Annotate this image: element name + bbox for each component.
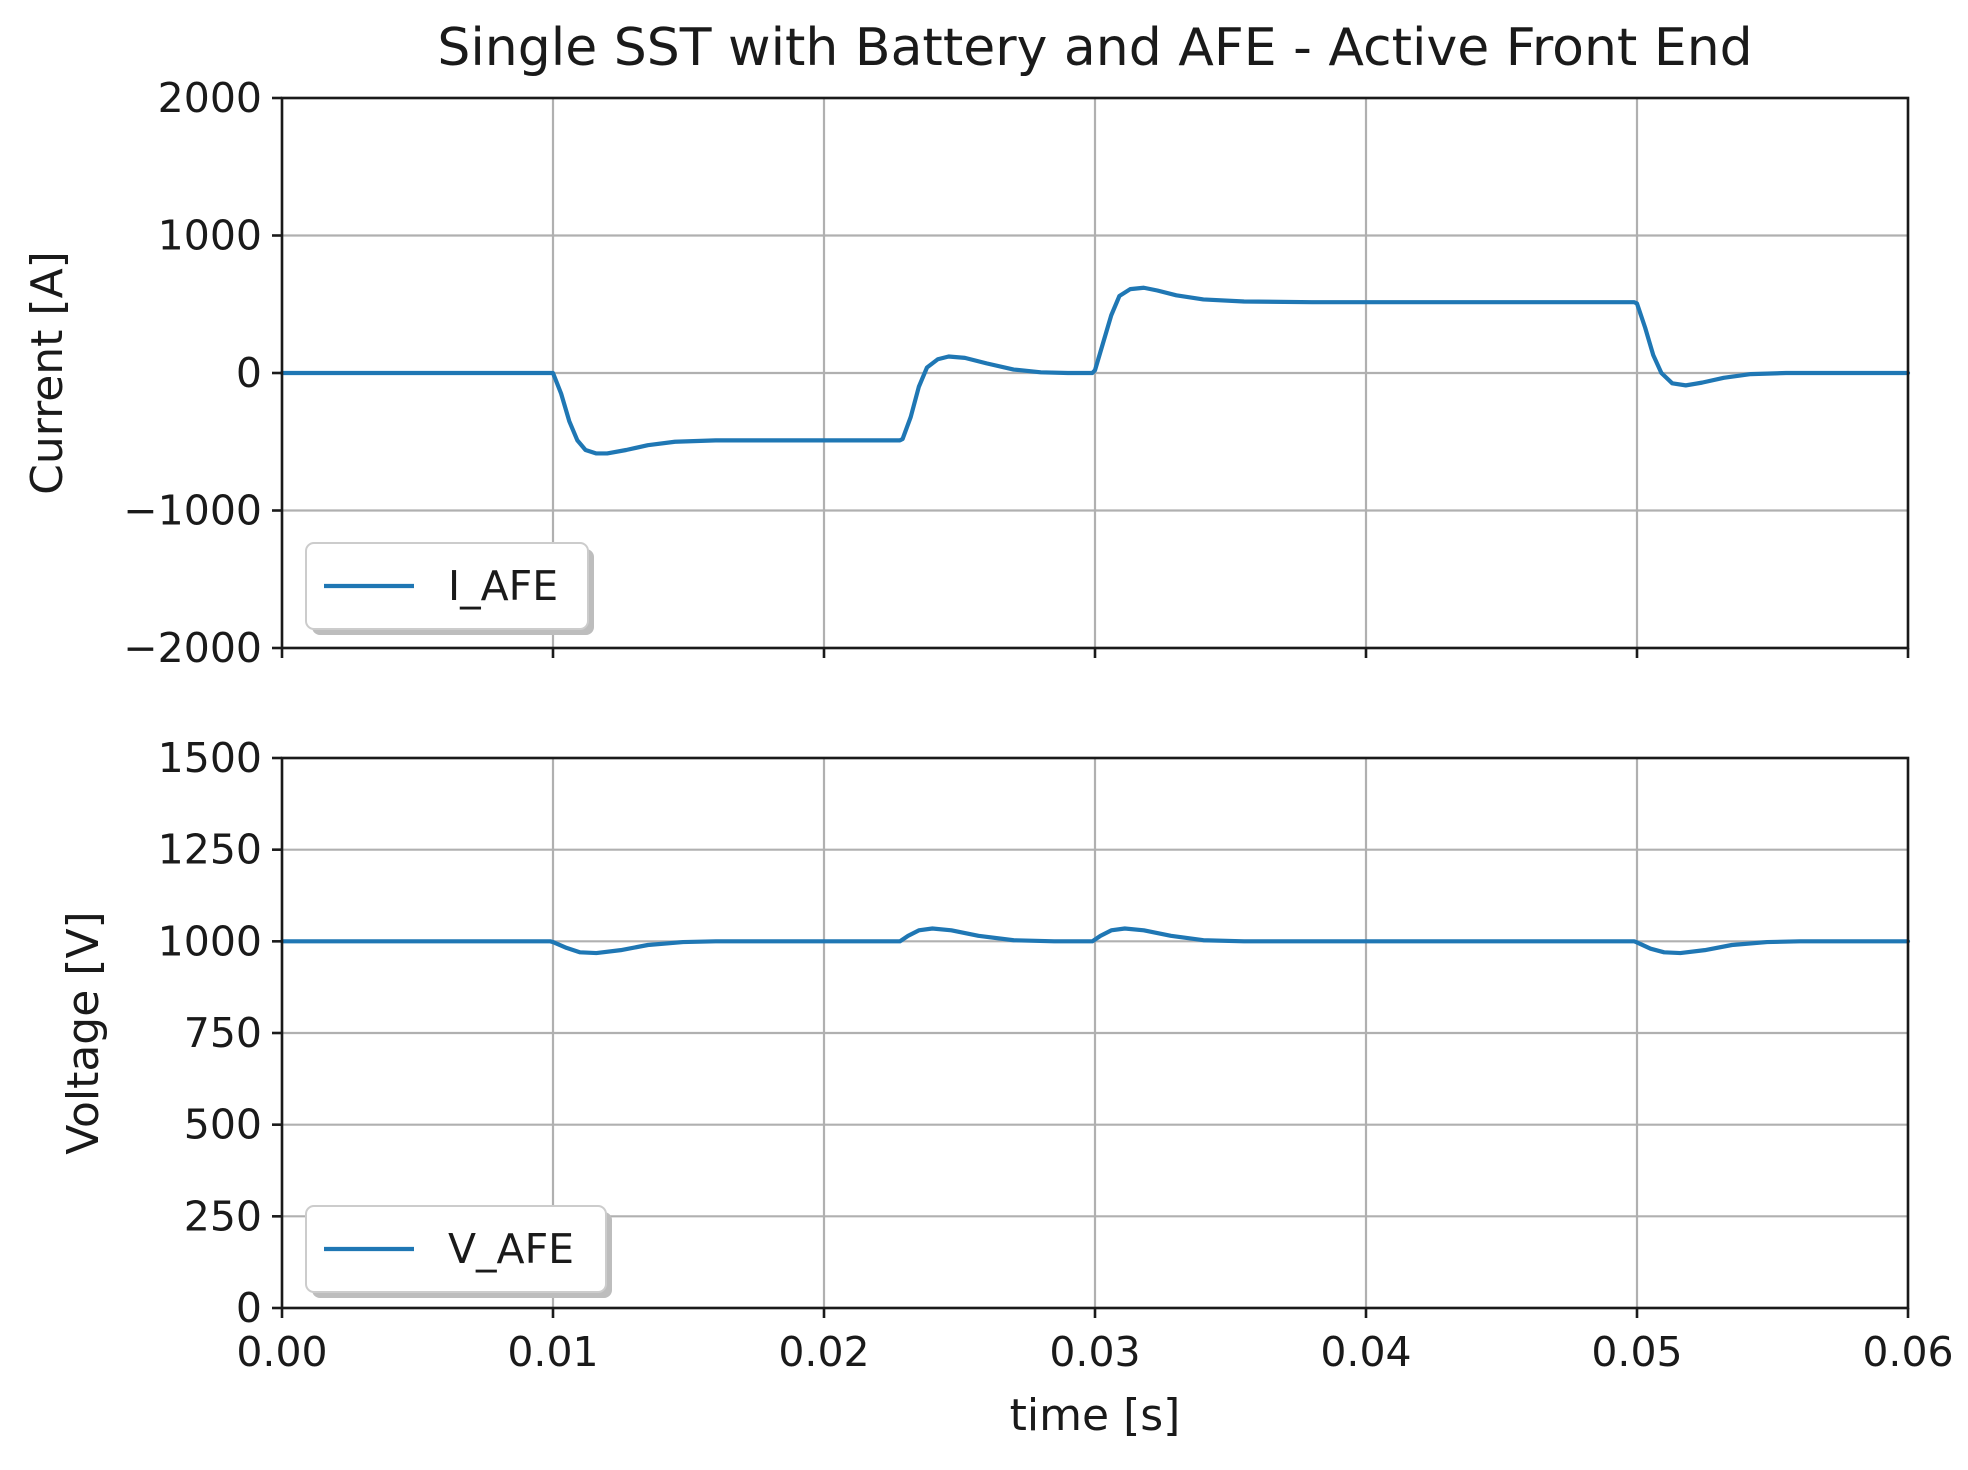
voltage-x-tick-label-1: 0.01 <box>507 1328 598 1376</box>
current-legend-box <box>305 542 589 630</box>
current-y-tick-label-4: 2000 <box>158 74 262 122</box>
voltage-y-tick-label-0: 0 <box>236 1284 262 1332</box>
voltage-x-tick-label-5: 0.05 <box>1591 1328 1682 1376</box>
voltage-subplot: 0.00 0.01 0.02 0.03 0.04 0.05 0.06 0 250 500 750 10… <box>58 734 1954 1441</box>
voltage-x-tick-label-3: 0.03 <box>1049 1328 1140 1376</box>
voltage-x-tick-label-2: 0.02 <box>778 1328 869 1376</box>
current-y-tick-label-3: 1000 <box>158 212 262 260</box>
voltage-y-tick-label-6: 1500 <box>158 734 262 782</box>
current-ticks: −2000 −1000 0 1000 2000 <box>123 74 1910 672</box>
voltage-y-tick-label-1: 250 <box>184 1192 262 1240</box>
voltage-x-tick-label-0: 0.00 <box>236 1328 327 1376</box>
x-axis-label: time [s] <box>1010 1390 1181 1441</box>
voltage-y-tick-label-2: 500 <box>184 1101 262 1149</box>
current-subplot: −2000 −1000 0 1000 2000 Current [A] I_AFE <box>22 74 1911 672</box>
chart-title: Single SST with Battery and AFE - Active… <box>437 18 1752 78</box>
current-legend: I_AFE <box>305 542 594 635</box>
current-y-axis-label: Current [A] <box>22 251 73 495</box>
voltage-legend-box <box>305 1205 607 1293</box>
series-line-v-afe <box>279 926 1911 956</box>
voltage-y-tick-label-3: 750 <box>184 1009 262 1057</box>
current-y-tick-label-1: −1000 <box>123 487 262 535</box>
voltage-legend: V_AFE <box>305 1205 612 1298</box>
voltage-x-tick-label-6: 0.06 <box>1862 1328 1953 1376</box>
voltage-legend-label: V_AFE <box>448 1225 574 1273</box>
series-line-i-afe <box>279 285 1911 456</box>
current-y-tick-label-0: −2000 <box>123 624 262 672</box>
voltage-y-tick-label-4: 1000 <box>158 917 262 965</box>
current-legend-label: I_AFE <box>448 562 558 610</box>
current-y-tick-label-2: 0 <box>236 349 262 397</box>
voltage-y-tick-label-5: 1250 <box>158 826 262 874</box>
voltage-y-axis-label: Voltage [V] <box>58 911 109 1154</box>
voltage-ticks: 0.00 0.01 0.02 0.03 0.04 0.05 0.06 0 250 500 750 10… <box>158 734 1954 1376</box>
voltage-x-tick-label-4: 0.04 <box>1320 1328 1411 1376</box>
